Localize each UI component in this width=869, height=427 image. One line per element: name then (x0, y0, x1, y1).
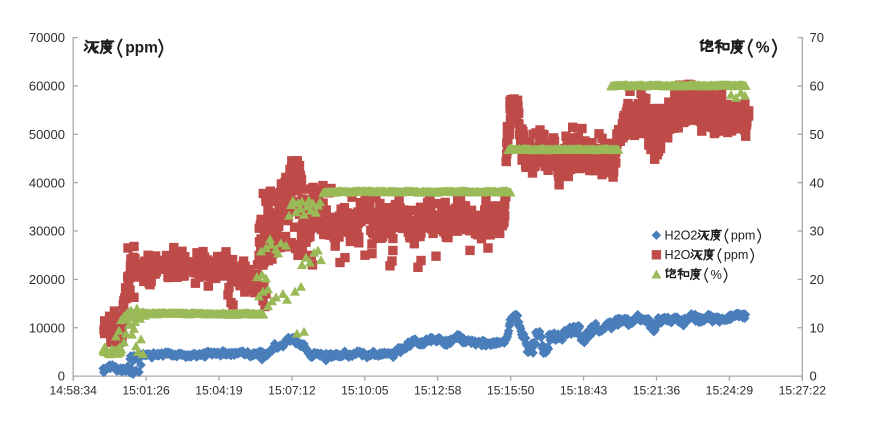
svg-text:30000: 30000 (29, 224, 65, 239)
svg-text:70: 70 (810, 30, 824, 45)
svg-text:15:01:26: 15:01:26 (122, 384, 170, 398)
svg-text:H2O: H2O (665, 248, 691, 262)
svg-text:10000: 10000 (29, 320, 65, 335)
svg-text:ppm: ppm (731, 229, 756, 243)
svg-text:15:07:12: 15:07:12 (268, 384, 316, 398)
svg-text:40000: 40000 (29, 175, 65, 190)
svg-text:0: 0 (810, 369, 817, 384)
svg-text:0: 0 (58, 369, 65, 384)
svg-text:60000: 60000 (29, 79, 65, 94)
svg-text:60: 60 (810, 79, 824, 94)
svg-text:15:18:43: 15:18:43 (560, 384, 608, 398)
svg-text:15:15:50: 15:15:50 (487, 384, 535, 398)
svg-text:ppm: ppm (125, 40, 158, 57)
svg-text:%: % (756, 40, 770, 57)
svg-text:ppm: ppm (724, 248, 749, 262)
svg-text:%: % (711, 268, 722, 282)
svg-text:40: 40 (810, 175, 824, 190)
svg-text:70000: 70000 (29, 30, 65, 45)
svg-text:15:27:22: 15:27:22 (779, 384, 827, 398)
svg-text:15:10:05: 15:10:05 (341, 384, 389, 398)
svg-text:50: 50 (810, 127, 824, 142)
svg-text:50000: 50000 (29, 127, 65, 142)
svg-text:20: 20 (810, 272, 824, 287)
svg-text:14:58:34: 14:58:34 (49, 384, 97, 398)
svg-text:10: 10 (810, 320, 824, 335)
svg-text:15:12:58: 15:12:58 (414, 384, 462, 398)
svg-text:15:24:29: 15:24:29 (706, 384, 754, 398)
svg-text:20000: 20000 (29, 272, 65, 287)
svg-text:15:04:19: 15:04:19 (195, 384, 243, 398)
svg-text:H2O2: H2O2 (665, 229, 698, 243)
svg-text:15:21:36: 15:21:36 (633, 384, 681, 398)
svg-text:30: 30 (810, 224, 824, 239)
